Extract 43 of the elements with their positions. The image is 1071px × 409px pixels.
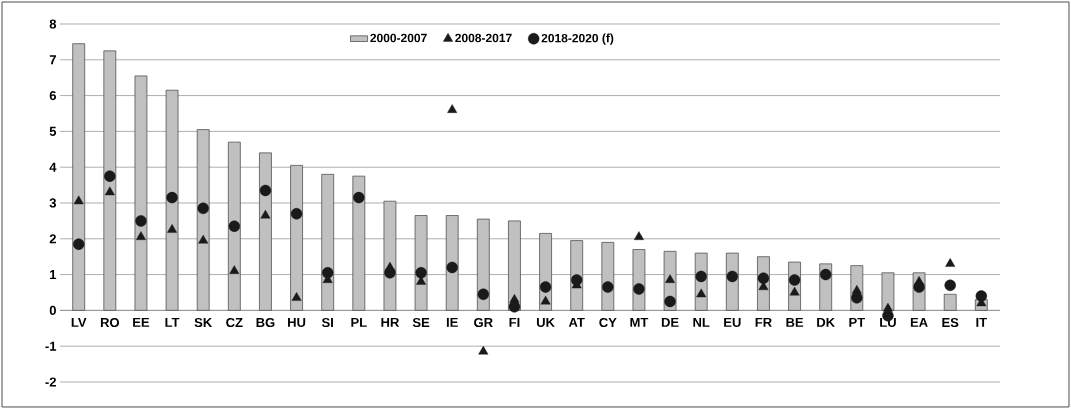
x-tick-label: EA bbox=[910, 317, 928, 327]
y-tick-label: 2 bbox=[49, 234, 56, 244]
x-tick-label: SI bbox=[321, 317, 333, 328]
y-tick-label: 0 bbox=[49, 305, 56, 315]
y-tick-label: 4 bbox=[49, 162, 57, 172]
x-tick-label: DK bbox=[817, 317, 835, 327]
x-tick-label: EU bbox=[724, 317, 741, 327]
x-tick-label: NL bbox=[693, 317, 710, 327]
x-tick-label: CY bbox=[599, 317, 617, 328]
y-tick-label: 5 bbox=[49, 126, 57, 136]
x-tick-label: SK bbox=[194, 317, 213, 328]
y-tick-label: 6 bbox=[49, 90, 57, 101]
y-tick-label: 1 bbox=[50, 270, 57, 280]
legend-label: 2018-2020 (f) bbox=[541, 33, 614, 45]
y-tick-label: 3 bbox=[49, 198, 57, 208]
x-tick-label: PL bbox=[351, 317, 367, 327]
x-tick-label: BE bbox=[786, 317, 804, 327]
y-tick-label: 7 bbox=[49, 55, 56, 65]
x-tick-label: HR bbox=[381, 317, 400, 327]
legend-label: 2008-2017 bbox=[455, 33, 512, 43]
x-tick-label: FI bbox=[509, 317, 520, 327]
x-tick-label: LT bbox=[165, 317, 180, 327]
x-tick-label: LV bbox=[71, 317, 87, 327]
x-tick-label: HU bbox=[288, 317, 306, 327]
x-tick-label: IT bbox=[976, 317, 987, 327]
x-tick-label: MT bbox=[630, 317, 649, 327]
x-tick-label: SE bbox=[412, 317, 430, 328]
y-tick-label: 8 bbox=[49, 19, 57, 29]
y-tick-label: -2 bbox=[45, 377, 56, 387]
x-tick-label: GR bbox=[474, 317, 493, 328]
x-tick-label: AT bbox=[568, 317, 585, 327]
x-tick-label: RO bbox=[100, 317, 120, 328]
x-tick-label: CZ bbox=[226, 317, 243, 328]
x-tick-label: FR bbox=[755, 317, 772, 327]
x-tick-label: BG bbox=[256, 317, 275, 328]
x-tick-label: PT bbox=[849, 317, 865, 327]
x-tick-label: IE bbox=[446, 317, 458, 327]
x-tick-label: ES bbox=[942, 317, 959, 328]
x-tick-label: UK bbox=[536, 317, 555, 327]
legend-label: 2000-2007 bbox=[370, 33, 427, 43]
x-tick-label: DE bbox=[661, 317, 679, 327]
x-tick-label: EE bbox=[133, 317, 150, 327]
y-tick-label: -1 bbox=[45, 341, 57, 351]
